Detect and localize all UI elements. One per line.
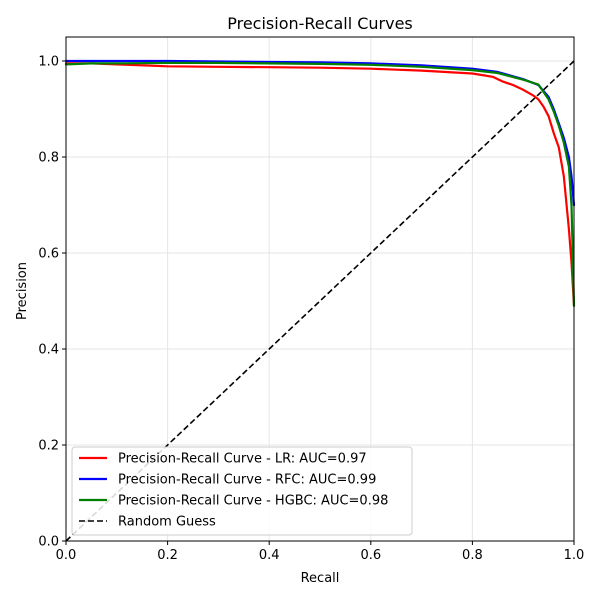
y-tick-label-2: 0.4 [38,343,59,358]
y-tick-label-1: 0.2 [38,439,59,454]
y-tick-label-0: 0.0 [38,535,59,550]
x-tick-label-1: 0.2 [157,548,178,563]
legend-box [71,446,413,536]
y-tick-label-4: 0.8 [38,151,59,166]
legend: Precision-Recall Curve - LR: AUC=0.97 Pre… [71,446,413,536]
y-tick-label-5: 1.0 [38,55,59,70]
legend-label-0: Precision-Recall Curve - LR: AUC=0.97 [118,452,367,467]
legend-label-2: Precision-Recall Curve - HGBC: AUC=0.98 [118,494,388,509]
x-tick-label-4: 0.8 [462,548,483,563]
plot-frame [65,36,575,542]
x-tick-label-0: 0.0 [56,548,77,563]
x-axis-label: Recall [301,571,340,586]
grid-layer [65,37,575,542]
x-tick-label-5: 1.0 [564,548,585,563]
y-axis-label: Precision [15,262,30,320]
legend-label-3: Random Guess [118,515,216,530]
chart-title: Precision-Recall Curves [227,14,413,33]
y-tick-label-3: 0.6 [38,247,59,262]
legend-label-1: Precision-Recall Curve - RFC: AUC=0.99 [118,473,376,488]
series-layer [64,59,576,542]
series-line-0 [64,62,576,307]
x-tick-label-2: 0.4 [259,548,280,563]
tick-layer: 0.0 0.2 0.4 0.6 0.8 1.0 0.0 0.2 0.4 0.6 0.8 1.0 [38,55,584,564]
x-tick-label-3: 0.6 [360,548,381,563]
series-line-2 [64,61,576,307]
